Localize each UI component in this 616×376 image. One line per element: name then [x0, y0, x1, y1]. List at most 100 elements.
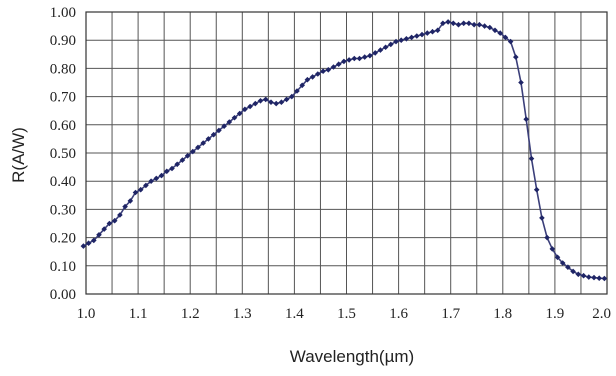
y-tick-label: 0.40	[50, 174, 76, 190]
x-tick-label: 1.1	[129, 306, 148, 322]
data-point	[153, 175, 160, 182]
data-point	[460, 20, 467, 27]
data-point	[487, 24, 493, 31]
data-points	[80, 19, 608, 282]
data-point	[455, 21, 462, 28]
data-point	[544, 234, 550, 241]
data-point	[122, 203, 128, 210]
data-point	[200, 140, 206, 146]
data-point	[137, 186, 144, 193]
x-tick-label: 1.3	[233, 306, 252, 322]
data-point	[513, 54, 519, 60]
data-point	[361, 54, 368, 60]
data-point	[466, 20, 472, 27]
data-point	[539, 215, 545, 221]
data-point	[158, 172, 165, 179]
y-tick-label: 0.30	[50, 202, 76, 218]
data-point	[351, 55, 358, 62]
data-point	[382, 44, 389, 50]
data-point	[434, 27, 441, 34]
data-point	[346, 57, 352, 63]
y-tick-label: 0.00	[50, 287, 76, 303]
data-point	[143, 182, 149, 189]
data-point	[445, 19, 451, 25]
data-point	[164, 168, 170, 175]
data-point	[367, 52, 373, 59]
data-point	[101, 226, 107, 232]
data-point	[591, 274, 597, 281]
x-tick-label: 2.0	[592, 306, 611, 322]
data-point	[268, 99, 274, 105]
data-point	[283, 96, 290, 103]
data-point	[341, 58, 347, 65]
data-point	[528, 155, 535, 162]
x-tick-label: 1.6	[389, 306, 408, 322]
data-point	[252, 100, 259, 107]
data-point	[393, 38, 399, 45]
data-point	[518, 79, 524, 86]
data-point	[242, 106, 248, 113]
y-tick-label: 0.20	[50, 231, 76, 247]
grid-layer	[85, 11, 608, 295]
data-point	[132, 189, 139, 196]
data-point	[565, 264, 571, 270]
data-point	[408, 34, 415, 41]
data-point	[174, 161, 180, 168]
y-tick-label: 0.10	[50, 259, 76, 275]
data-point	[481, 23, 488, 29]
data-point	[169, 165, 175, 172]
data-point	[424, 30, 431, 36]
data-point	[330, 64, 337, 70]
data-point	[596, 275, 602, 281]
x-axis-title: Wavelength(µm)	[290, 347, 414, 366]
x-tick-label: 1.9	[546, 306, 565, 322]
x-tick-label: 1.5	[337, 306, 356, 322]
data-point	[184, 153, 191, 159]
y-tick-label: 0.50	[50, 146, 76, 162]
x-tick-label: 1.0	[77, 306, 96, 322]
data-point	[497, 30, 503, 36]
y-tick-label: 0.60	[50, 118, 76, 134]
x-tick-label: 1.8	[493, 306, 512, 322]
y-axis-title: R(A/W)	[9, 127, 28, 183]
data-point	[205, 136, 212, 142]
data-point	[96, 232, 102, 238]
data-point	[476, 21, 483, 28]
data-point	[492, 27, 498, 34]
data-point	[601, 275, 608, 282]
data-point	[216, 127, 222, 134]
x-tick-labels: 1.0 1.1 1.2 1.3 1.4 1.5 1.6 1.7 1.8 1.9 2.0	[77, 306, 611, 322]
data-point	[575, 271, 582, 278]
data-point	[262, 96, 269, 103]
y-tick-label: 0.80	[50, 61, 76, 77]
data-point	[179, 157, 186, 163]
data-point	[315, 71, 321, 77]
data-point	[580, 272, 587, 279]
data-point	[450, 20, 457, 27]
data-point	[586, 274, 592, 280]
x-tick-label: 1.4	[285, 306, 304, 322]
data-point	[403, 36, 410, 42]
data-point	[429, 28, 436, 35]
data-point	[377, 47, 384, 53]
data-point	[554, 254, 561, 261]
data-point	[210, 131, 217, 138]
data-point	[335, 61, 342, 67]
data-point	[419, 31, 425, 38]
data-point	[372, 50, 378, 56]
y-tick-label: 0.90	[50, 33, 76, 49]
data-point	[356, 55, 363, 62]
data-point	[398, 37, 404, 43]
x-tick-label: 1.2	[181, 306, 200, 322]
data-point	[559, 260, 566, 266]
data-point	[440, 20, 446, 27]
data-point	[414, 33, 420, 39]
data-point	[226, 119, 233, 125]
data-point	[247, 103, 253, 110]
y-tick-label: 1.00	[50, 5, 76, 21]
data-point	[127, 198, 134, 204]
data-point	[273, 100, 279, 107]
data-point	[388, 41, 394, 48]
data-point	[523, 116, 529, 122]
data-point	[278, 99, 285, 105]
